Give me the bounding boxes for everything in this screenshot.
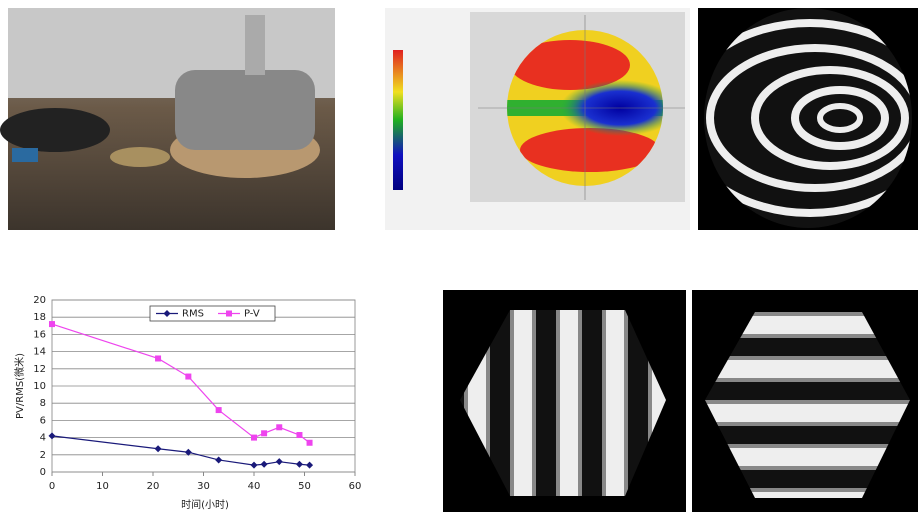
fringe-horizontal <box>692 290 918 512</box>
y-tick-label: 4 <box>40 433 46 444</box>
y-tick-label: 14 <box>33 347 46 358</box>
point <box>276 424 282 430</box>
point <box>296 432 302 438</box>
point <box>226 311 232 317</box>
x-tick-label: 10 <box>96 481 109 492</box>
point <box>49 321 55 327</box>
y-tick-label: 16 <box>33 329 46 340</box>
y-tick-label: 6 <box>40 415 46 426</box>
point <box>261 430 267 436</box>
x-tick-label: 20 <box>147 481 160 492</box>
y-tick-label: 10 <box>33 381 46 392</box>
x-tick-label: 60 <box>349 481 362 492</box>
y-tick-label: 0 <box>40 467 46 478</box>
x-tick-label: 40 <box>248 481 261 492</box>
point <box>307 440 313 446</box>
fringe-circular <box>658 0 920 242</box>
y-tick-label: 12 <box>33 364 46 375</box>
point <box>185 374 191 380</box>
y-axis-label: PV/RMS(微米) <box>13 353 26 419</box>
legend-label: RMS <box>182 309 204 320</box>
x-tick-label: 30 <box>197 481 210 492</box>
y-tick-label: 2 <box>40 450 46 461</box>
photo <box>0 8 335 230</box>
x-tick-label: 0 <box>49 481 55 492</box>
y-tick-label: 8 <box>40 398 46 409</box>
phase-map <box>385 8 690 230</box>
point <box>155 355 161 361</box>
point <box>216 407 222 413</box>
x-tick-label: 50 <box>298 481 311 492</box>
figure: 时间(小时) PV/RMS(微米) 0 2 4 6 8 10 12 14 16 18 20 0 10 20… <box>0 0 920 516</box>
line-chart: 时间(小时) PV/RMS(微米) 0 2 4 6 8 10 12 14 16 18 20 0 10 20… <box>13 295 361 511</box>
fringe-vertical <box>443 290 686 512</box>
y-tick-label: 20 <box>33 295 46 306</box>
y-tick-label: 18 <box>33 312 46 323</box>
x-axis-label: 时间(小时) <box>181 498 229 511</box>
legend-label: P-V <box>244 309 260 320</box>
point <box>251 435 257 441</box>
